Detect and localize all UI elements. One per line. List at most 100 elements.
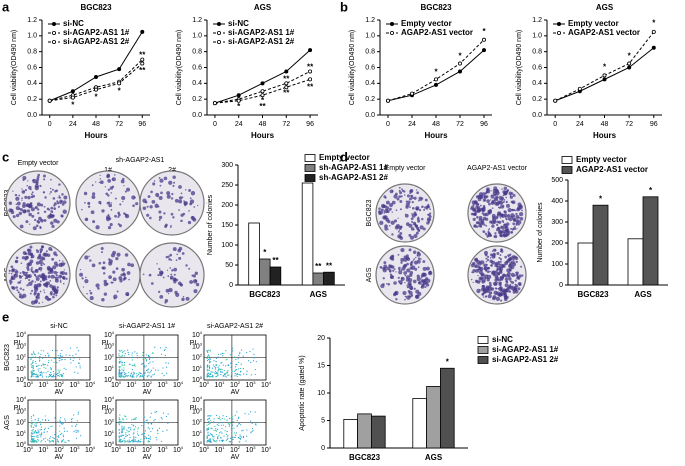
event bbox=[238, 355, 239, 356]
y-tick-label: 0.4 bbox=[27, 80, 37, 87]
event bbox=[124, 364, 125, 365]
colony bbox=[9, 273, 10, 274]
event bbox=[38, 353, 39, 354]
event bbox=[232, 416, 233, 417]
colony bbox=[114, 215, 117, 218]
event bbox=[121, 350, 122, 351]
colony bbox=[500, 204, 504, 208]
event bbox=[143, 357, 144, 358]
event bbox=[240, 371, 241, 372]
event bbox=[226, 376, 227, 377]
event bbox=[139, 376, 140, 377]
tick-base: 10 bbox=[16, 354, 24, 361]
point bbox=[603, 78, 606, 81]
colony bbox=[40, 227, 42, 229]
event bbox=[148, 427, 149, 428]
event bbox=[212, 375, 213, 376]
y-tick-label: 0 bbox=[321, 445, 325, 452]
event bbox=[59, 360, 60, 361]
colony bbox=[135, 202, 138, 205]
event bbox=[35, 356, 36, 357]
tick-exponent: 0 bbox=[24, 440, 27, 445]
colony bbox=[421, 218, 423, 220]
colony bbox=[409, 291, 413, 295]
colony bbox=[495, 196, 498, 199]
colony bbox=[485, 253, 488, 256]
colony bbox=[404, 264, 407, 267]
colony bbox=[510, 228, 512, 230]
y-tick-label: 0.0 bbox=[365, 112, 375, 119]
legend-swatch bbox=[478, 347, 488, 354]
colony bbox=[475, 280, 478, 283]
annotation: ** bbox=[283, 74, 290, 83]
colony bbox=[20, 272, 22, 274]
colony bbox=[163, 277, 165, 279]
tick-base: 10 bbox=[16, 332, 24, 339]
colony bbox=[493, 249, 496, 252]
event bbox=[157, 429, 158, 430]
event bbox=[138, 440, 139, 441]
y-tick-label: 0.0 bbox=[192, 112, 202, 119]
colony bbox=[108, 275, 112, 279]
y-tick-label: 5 bbox=[321, 417, 325, 424]
colony bbox=[159, 295, 163, 299]
tick-exponent: 0 bbox=[119, 445, 122, 450]
event bbox=[39, 368, 40, 369]
colony bbox=[418, 257, 421, 260]
panel-letter: a bbox=[2, 0, 10, 14]
colony bbox=[504, 289, 507, 292]
event bbox=[236, 374, 237, 375]
colony bbox=[19, 293, 22, 296]
colony bbox=[43, 178, 45, 180]
annotation: * bbox=[603, 63, 607, 72]
colony bbox=[173, 280, 176, 283]
colony bbox=[492, 250, 494, 252]
colony bbox=[53, 219, 57, 223]
event bbox=[135, 418, 136, 419]
colony bbox=[192, 218, 196, 222]
colony bbox=[489, 220, 492, 223]
event bbox=[216, 358, 217, 359]
event bbox=[118, 376, 119, 377]
x-axis-label: AV bbox=[143, 454, 152, 461]
event bbox=[47, 371, 48, 372]
colony bbox=[390, 265, 391, 266]
colony bbox=[196, 283, 199, 286]
colony bbox=[513, 274, 515, 276]
colony bbox=[108, 202, 110, 204]
tick-base: 10 bbox=[230, 447, 238, 454]
event bbox=[136, 376, 137, 377]
x-tick-label: BGC823 bbox=[577, 290, 609, 299]
event bbox=[215, 441, 216, 442]
tick-exponent: 1 bbox=[46, 380, 49, 385]
x-tick-label: 103 bbox=[157, 380, 168, 389]
event bbox=[118, 422, 119, 423]
colony bbox=[64, 269, 65, 270]
event bbox=[80, 435, 81, 436]
event bbox=[213, 422, 214, 423]
colony bbox=[498, 207, 499, 208]
event bbox=[70, 362, 71, 363]
event bbox=[73, 414, 74, 415]
event bbox=[137, 428, 138, 429]
event bbox=[54, 438, 55, 439]
event bbox=[230, 354, 231, 355]
colony bbox=[393, 194, 397, 198]
colony bbox=[389, 203, 393, 207]
colony bbox=[126, 188, 130, 192]
colony bbox=[175, 199, 179, 203]
colony bbox=[63, 283, 65, 285]
event bbox=[214, 440, 215, 441]
y-tick-label: 200 bbox=[551, 240, 563, 247]
colony bbox=[411, 295, 413, 297]
legend-label: si-AGAP2-AS1 1# bbox=[63, 28, 130, 37]
colony bbox=[503, 222, 504, 223]
event bbox=[143, 359, 144, 360]
colony bbox=[58, 195, 60, 197]
event bbox=[208, 370, 209, 371]
event bbox=[32, 367, 33, 368]
tick-exponent: 2 bbox=[238, 445, 241, 450]
event bbox=[122, 355, 123, 356]
colony bbox=[511, 209, 513, 211]
colony bbox=[417, 260, 421, 264]
